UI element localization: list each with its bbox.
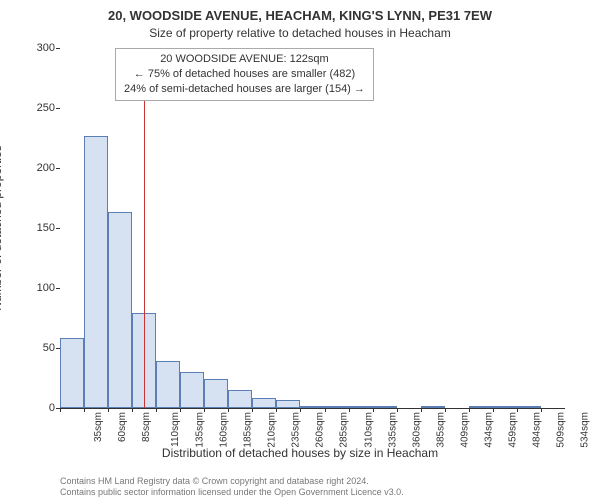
x-tick — [493, 408, 494, 412]
x-tick — [517, 408, 518, 412]
x-tick — [180, 408, 181, 412]
histogram-bar — [517, 406, 541, 408]
y-tick — [56, 228, 60, 229]
x-tick — [204, 408, 205, 412]
histogram-bar — [325, 406, 349, 408]
x-tick-label: 260sqm — [315, 412, 326, 448]
property-marker-line — [144, 48, 145, 408]
y-tick-label: 300 — [37, 42, 55, 54]
y-tick — [56, 288, 60, 289]
x-tick — [84, 408, 85, 412]
x-tick — [108, 408, 109, 412]
x-tick-label: 534sqm — [580, 412, 591, 448]
x-tick-label: 310sqm — [363, 412, 374, 448]
histogram-bar — [469, 406, 493, 408]
y-tick — [56, 168, 60, 169]
x-tick-label: 110sqm — [170, 412, 181, 447]
x-tick — [325, 408, 326, 412]
credit-line-2: Contains public sector information licen… — [60, 487, 404, 497]
histogram-bar — [108, 212, 132, 408]
histogram-bar — [276, 400, 300, 408]
x-tick — [276, 408, 277, 412]
histogram-bar — [60, 338, 84, 408]
annotation-larger-pct: 24% of semi-detached houses are larger (… — [124, 82, 365, 97]
y-tick — [56, 348, 60, 349]
x-tick-label: 35sqm — [93, 412, 104, 442]
y-tick — [56, 48, 60, 49]
x-tick-label: 434sqm — [483, 412, 494, 448]
x-tick — [397, 408, 398, 412]
x-tick-label: 210sqm — [267, 412, 278, 448]
x-tick-label: 135sqm — [195, 412, 206, 448]
plot-area — [60, 48, 565, 409]
x-tick-label: 484sqm — [531, 412, 542, 448]
x-tick-label: 509sqm — [555, 412, 566, 448]
x-tick — [373, 408, 374, 412]
y-axis-label: Number of detached properties — [0, 145, 4, 310]
y-tick-label: 150 — [37, 222, 55, 234]
annotation-smaller-pct: ← 75% of detached houses are smaller (48… — [124, 67, 365, 82]
histogram-bar — [300, 406, 324, 408]
credit-line-1: Contains HM Land Registry data © Crown c… — [60, 476, 404, 486]
chart-container: 20, WOODSIDE AVENUE, HEACHAM, KING'S LYN… — [0, 0, 600, 500]
histogram-bar — [373, 406, 397, 408]
histogram-bar — [204, 379, 228, 408]
y-tick-label: 250 — [37, 102, 55, 114]
x-tick — [132, 408, 133, 412]
x-tick — [228, 408, 229, 412]
x-tick — [60, 408, 61, 412]
histogram-bar — [84, 136, 108, 408]
chart-title: 20, WOODSIDE AVENUE, HEACHAM, KING'S LYN… — [0, 8, 600, 23]
histogram-bar — [156, 361, 180, 408]
x-axis-label: Distribution of detached houses by size … — [0, 446, 600, 460]
x-tick-label: 85sqm — [141, 412, 152, 442]
x-tick — [469, 408, 470, 412]
histogram-bar — [252, 398, 276, 408]
histogram-bar — [349, 406, 373, 408]
x-tick-label: 459sqm — [507, 412, 518, 448]
annotation-property-size: 20 WOODSIDE AVENUE: 122sqm — [124, 52, 365, 67]
x-tick — [156, 408, 157, 412]
x-tick-label: 385sqm — [435, 412, 446, 448]
x-tick-label: 335sqm — [387, 412, 398, 448]
x-tick — [541, 408, 542, 412]
histogram-bar — [228, 390, 252, 408]
y-tick — [56, 108, 60, 109]
chart-subtitle: Size of property relative to detached ho… — [0, 26, 600, 40]
credits: Contains HM Land Registry data © Crown c… — [60, 476, 404, 497]
x-tick-label: 409sqm — [459, 412, 470, 448]
y-tick-label: 100 — [37, 282, 55, 294]
x-tick — [300, 408, 301, 412]
x-tick — [421, 408, 422, 412]
histogram-bar — [180, 372, 204, 408]
x-tick-label: 60sqm — [117, 412, 128, 442]
x-tick — [252, 408, 253, 412]
x-tick — [445, 408, 446, 412]
x-tick-label: 360sqm — [411, 412, 422, 448]
x-tick-label: 235sqm — [291, 412, 302, 448]
histogram-bar — [493, 406, 517, 408]
x-tick-label: 185sqm — [243, 412, 254, 448]
x-tick-label: 285sqm — [339, 412, 350, 448]
histogram-bar — [421, 406, 445, 408]
x-tick — [349, 408, 350, 412]
y-tick-label: 50 — [43, 342, 55, 354]
x-tick-label: 160sqm — [219, 412, 230, 448]
y-tick-label: 200 — [37, 162, 55, 174]
marker-annotation-box: 20 WOODSIDE AVENUE: 122sqm ← 75% of deta… — [115, 48, 374, 101]
y-tick-label: 0 — [49, 402, 55, 414]
